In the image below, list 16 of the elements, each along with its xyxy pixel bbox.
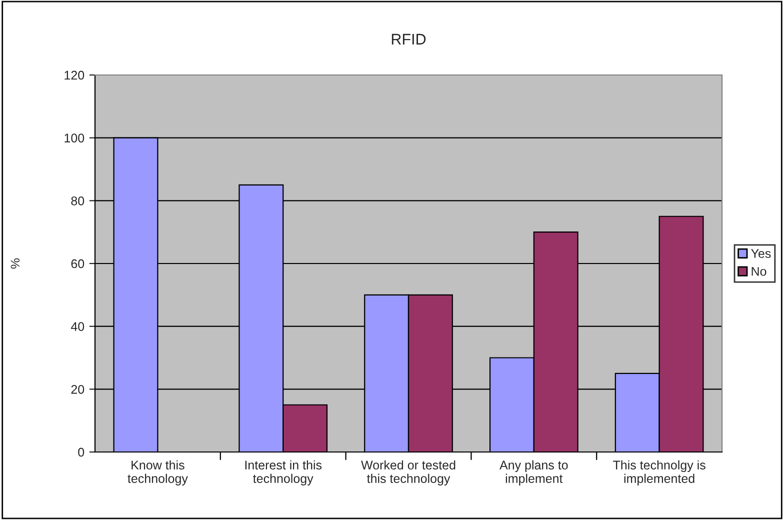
y-tick-label: 40 [70,322,84,331]
x-tick-label: This technolgy is implemented [613,460,706,486]
chart-title: RFID [392,34,426,44]
x-tick-label: Know this technology [128,460,188,486]
y-tick-label: 100 [64,134,84,142]
legend-label: Yes [751,249,771,258]
x-tick-label: Any plans to implement [500,460,568,486]
y-tick-label: 120 [64,70,84,80]
y-tick-label: 60 [71,259,84,268]
legend-label: No [752,267,766,276]
y-tick-label: 0 [78,448,84,457]
x-tick-label: Worked or tested this technology [361,460,456,486]
y-tick-label: 80 [71,196,84,206]
x-tick-label: Interest in this technology [245,460,322,486]
y-tick-label: 20 [71,384,84,394]
y-axis-title: % [10,258,20,269]
